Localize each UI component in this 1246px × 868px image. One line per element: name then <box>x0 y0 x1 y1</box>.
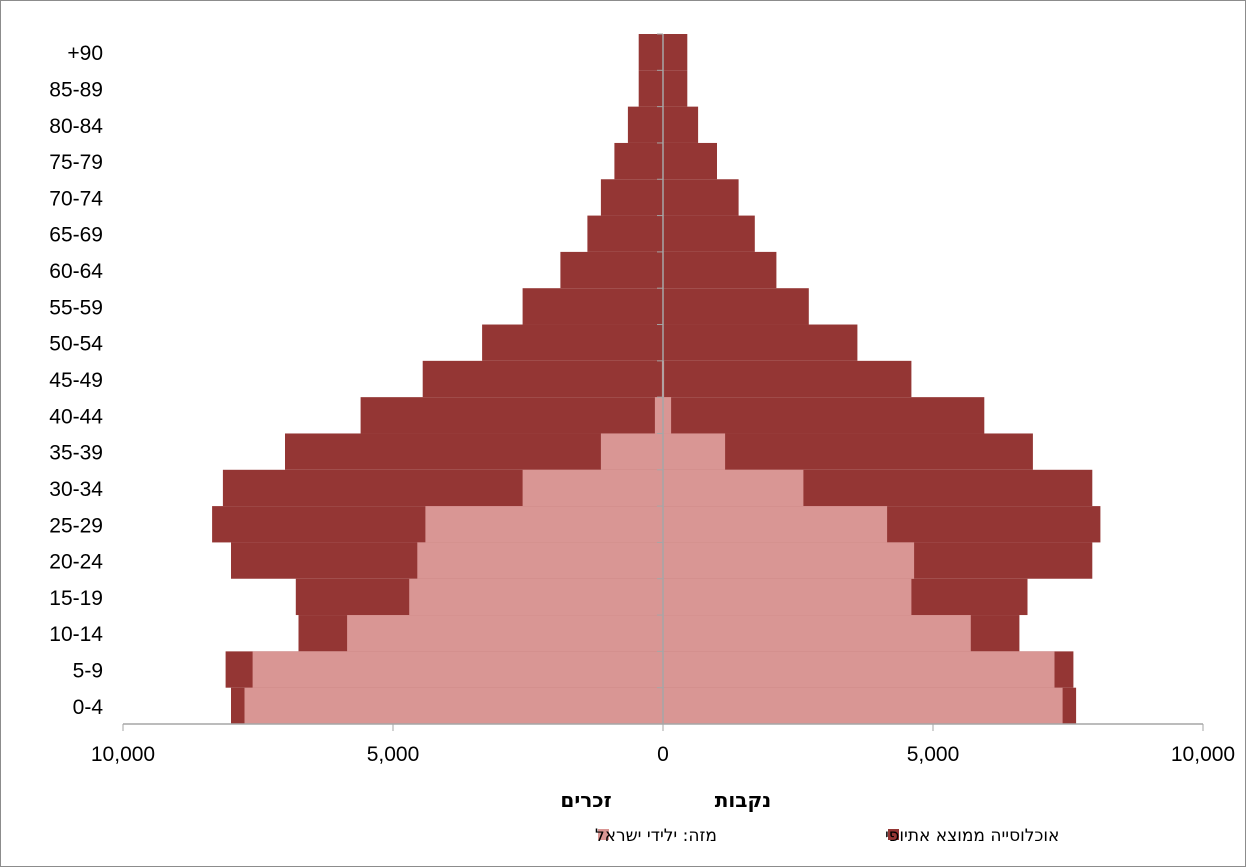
bar-ethiopian-origin-male <box>587 215 663 252</box>
female-side-label: נקבות <box>715 788 772 812</box>
age-group-label: 60-64 <box>49 260 103 283</box>
age-group-label: 55-59 <box>49 296 103 319</box>
bar-ethiopian-origin-female <box>663 70 688 107</box>
age-group-label: 65-69 <box>49 224 103 247</box>
bar-ethiopian-origin-female <box>663 215 755 252</box>
x-tick-label: 10,000 <box>1171 743 1235 766</box>
legend: אוכלוסייה ממוצא אתיופי מזה: ילידי ישראל <box>595 826 1059 846</box>
age-group-label: 50-54 <box>49 333 103 356</box>
bar-ethiopian-origin-female <box>663 106 699 143</box>
male-side-label: זכרים <box>560 788 611 812</box>
x-tick-label: 0 <box>657 743 669 766</box>
age-group-label: 85-89 <box>49 78 103 101</box>
age-group-label: 10-14 <box>49 623 103 646</box>
bar-ethiopian-origin-male <box>638 34 663 71</box>
bar-ethiopian-origin-male <box>638 70 663 107</box>
x-tick-label: 5,000 <box>367 743 420 766</box>
bar-israel-born-male <box>425 506 663 543</box>
bar-israel-born-male <box>347 615 663 652</box>
age-group-label: 80-84 <box>49 115 103 138</box>
bar-israel-born-male <box>252 651 663 688</box>
bar-ethiopian-origin-male <box>285 433 663 470</box>
legend-label-israel-born: מזה: ילידי ישראל <box>595 826 717 846</box>
age-group-label: 30-34 <box>49 478 103 501</box>
bar-ethiopian-origin-male <box>560 251 663 289</box>
age-group-label: 75-79 <box>49 151 103 174</box>
age-group-label: 25-29 <box>49 514 103 537</box>
bar-ethiopian-origin-male <box>600 179 663 216</box>
bar-israel-born-female <box>663 506 888 543</box>
bar-ethiopian-origin-female <box>663 324 858 361</box>
bar-ethiopian-origin-female <box>663 251 777 289</box>
age-group-label: 15-19 <box>49 587 103 610</box>
bar-israel-born-female <box>663 397 672 434</box>
bar-ethiopian-origin-male <box>360 397 663 434</box>
labels-layer: 10,000 5,000 0 5,000 10,000 0-4 5-9 10-14 15-19 2… <box>49 42 1235 766</box>
bar-israel-born-female <box>663 542 915 579</box>
bar-israel-born-female <box>663 615 971 652</box>
bar-ethiopian-origin-male <box>522 288 663 325</box>
bar-ethiopian-origin-female <box>663 34 688 71</box>
age-group-label: +90 <box>67 42 103 65</box>
bar-israel-born-male <box>654 397 663 434</box>
age-group-label: 70-74 <box>49 187 103 210</box>
bar-israel-born-male <box>244 687 663 724</box>
bar-ethiopian-origin-male <box>627 106 663 143</box>
axis-layer <box>122 33 1204 731</box>
bar-ethiopian-origin-female <box>663 397 985 434</box>
x-tick-label: 5,000 <box>907 743 960 766</box>
bar-israel-born-female <box>663 687 1063 724</box>
bar-ethiopian-origin-female <box>663 179 739 216</box>
age-group-label: 35-39 <box>49 442 103 465</box>
legend-swatch-israel-born <box>598 829 609 840</box>
age-group-label: 20-24 <box>49 551 103 574</box>
x-tick-label: 10,000 <box>91 743 155 766</box>
bar-israel-born-male <box>409 578 663 616</box>
age-group-label: 40-44 <box>49 405 103 428</box>
bar-ethiopian-origin-male <box>614 142 663 180</box>
bar-israel-born-female <box>663 469 804 507</box>
bar-israel-born-male <box>522 469 663 507</box>
age-group-label: 5-9 <box>73 660 103 683</box>
bar-israel-born-male <box>417 542 663 579</box>
bar-israel-born-male <box>600 433 663 470</box>
legend-swatch-ethiopian-origin <box>888 829 899 840</box>
bar-ethiopian-origin-female <box>663 288 809 325</box>
legend-label-ethiopian-origin: אוכלוסייה ממוצא אתיופי <box>885 826 1059 846</box>
bar-ethiopian-origin-male <box>482 324 663 361</box>
bar-israel-born-female <box>663 433 726 470</box>
bars-layer <box>212 34 1101 724</box>
age-group-label: 0-4 <box>73 696 104 719</box>
bar-israel-born-female <box>663 651 1055 688</box>
bar-ethiopian-origin-male <box>422 360 663 398</box>
bar-israel-born-female <box>663 578 912 616</box>
age-group-label: 45-49 <box>49 369 103 392</box>
bar-ethiopian-origin-female <box>663 142 717 180</box>
bar-ethiopian-origin-female <box>663 360 912 398</box>
